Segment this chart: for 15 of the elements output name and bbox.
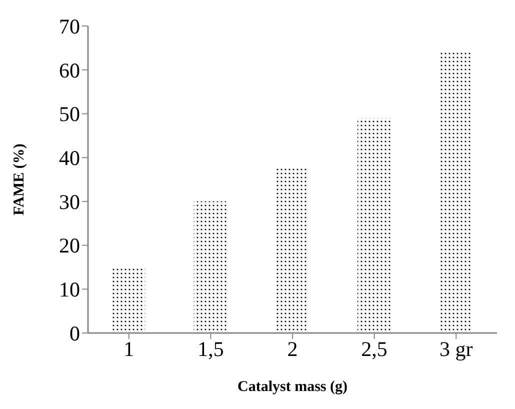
y-tick-label: 10 [59, 278, 80, 302]
y-tick-label: 50 [59, 102, 80, 126]
x-tick-label: 1 [124, 336, 134, 361]
y-axis-title: FAME (%) [11, 144, 28, 216]
x-axis-title: Catalyst mass (g) [238, 379, 348, 395]
y-tick-label: 60 [59, 58, 80, 82]
y-tick-label: 40 [59, 146, 80, 170]
x-tick-label: 3 gr [439, 336, 473, 361]
x-tick-label: 1,5 [198, 336, 224, 361]
y-tick-label: 20 [59, 234, 80, 258]
y-tick-label: 70 [59, 14, 80, 38]
x-tick-label: 2,5 [361, 336, 388, 361]
y-tick-label: 30 [59, 190, 80, 214]
x-tick-label: 2 [287, 336, 298, 361]
y-tick-label: 0 [70, 321, 80, 346]
